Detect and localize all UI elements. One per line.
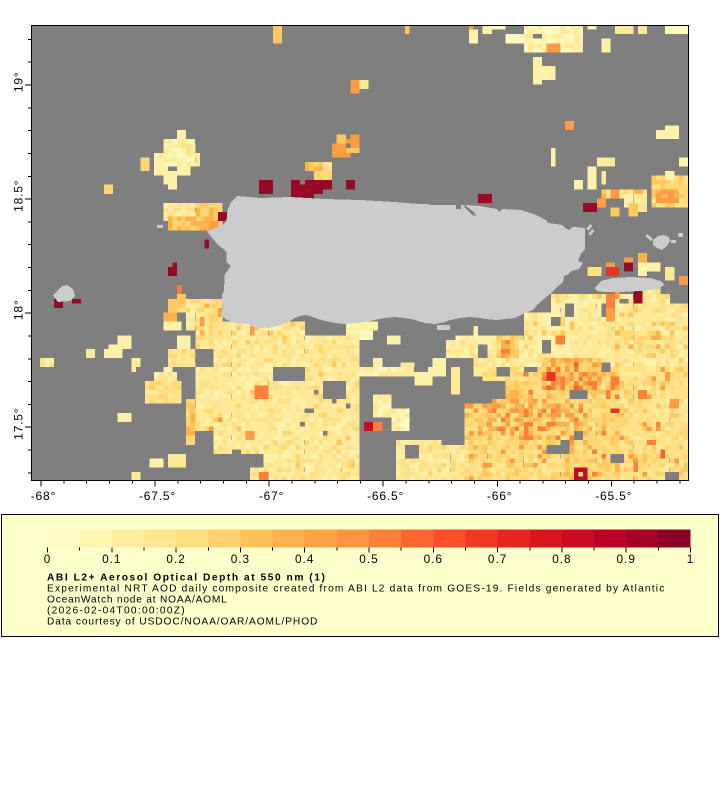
svg-text:0.8: 0.8 [552, 552, 571, 566]
svg-text:0.1: 0.1 [102, 552, 121, 566]
svg-text:0.6: 0.6 [424, 552, 443, 566]
svg-text:0.4: 0.4 [295, 552, 314, 566]
svg-text:0.9: 0.9 [616, 552, 635, 566]
svg-text:18°: 18° [12, 300, 26, 321]
svg-text:17.5°: 17.5° [12, 408, 26, 440]
svg-text:(2026-02-04T00:00:00Z): (2026-02-04T00:00:00Z) [47, 606, 186, 617]
svg-text:0.7: 0.7 [488, 552, 507, 566]
svg-text:ABI L2+ Aerosol Optical Depth: ABI L2+ Aerosol Optical Depth at 550 nm … [47, 573, 326, 584]
svg-text:-66°: -66° [487, 489, 512, 503]
svg-text:0.5: 0.5 [359, 552, 378, 566]
svg-text:-68°: -68° [31, 489, 56, 503]
svg-text:1: 1 [687, 552, 695, 566]
svg-text:0.3: 0.3 [231, 552, 250, 566]
svg-text:-67°: -67° [259, 489, 284, 503]
svg-text:Data courtesy of USDOC/NOAA/OA: Data courtesy of USDOC/NOAA/OAR/AOML/PHO… [47, 617, 318, 628]
svg-text:-66.5°: -66.5° [367, 489, 404, 503]
svg-text:-67.5°: -67.5° [139, 489, 176, 503]
svg-text:OceanWatch node at NOAA/AOML: OceanWatch node at NOAA/AOML [47, 595, 228, 606]
svg-text:Experimental NRT AOD daily com: Experimental NRT AOD daily composite cre… [47, 584, 665, 595]
svg-text:0.2: 0.2 [166, 552, 185, 566]
svg-text:0: 0 [44, 552, 52, 566]
svg-text:19°: 19° [12, 72, 26, 93]
svg-text:18.5°: 18.5° [12, 180, 26, 212]
svg-text:-65.5°: -65.5° [595, 489, 632, 503]
